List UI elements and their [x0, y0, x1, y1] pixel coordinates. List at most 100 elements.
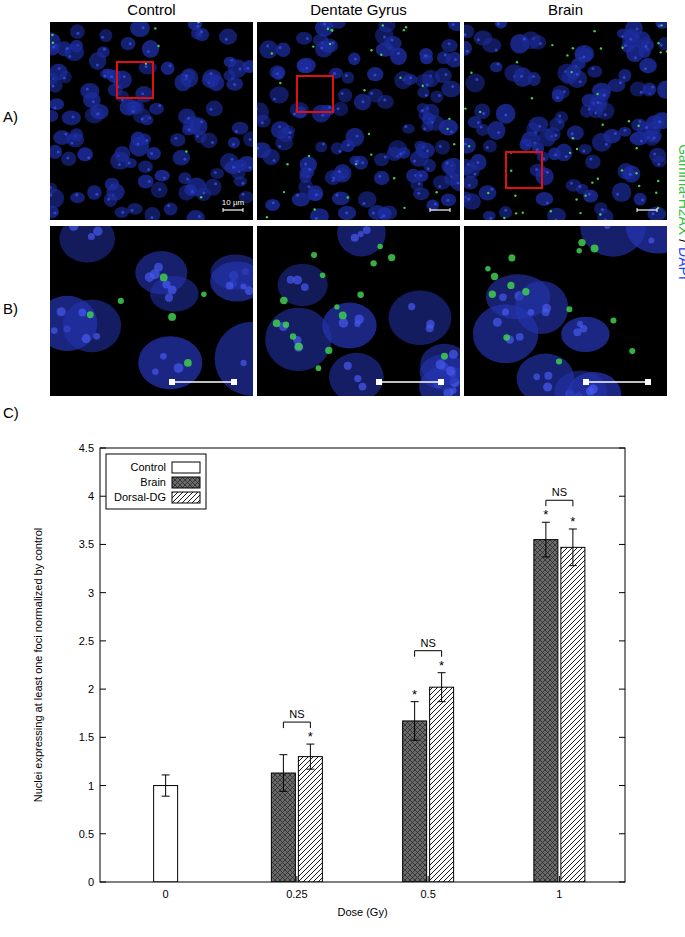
chromocenter [200, 30, 203, 33]
nucleus [315, 41, 333, 58]
chromocenter [306, 37, 309, 40]
chromocenter [95, 193, 98, 196]
chromocenter [345, 211, 348, 214]
chromocenter [582, 55, 585, 58]
chromocenter [107, 198, 110, 201]
chromocenter [446, 161, 449, 164]
nucleus [437, 51, 451, 64]
nucleus [403, 74, 418, 85]
chromocenter [97, 112, 100, 115]
focus [339, 311, 347, 319]
chromocenter [160, 353, 167, 360]
nucleus [495, 22, 507, 29]
chromocenter [210, 108, 213, 111]
focus [330, 29, 332, 31]
scale-bar [586, 381, 648, 383]
nucleus [121, 37, 136, 50]
chromocenter [257, 107, 258, 110]
focus [279, 82, 281, 84]
error-bar [414, 702, 415, 741]
chromocenter [64, 133, 67, 136]
scale-bar-end [430, 208, 431, 212]
nucleus [104, 193, 118, 207]
chromocenter [370, 92, 373, 95]
nucleus [135, 86, 153, 102]
focus [508, 254, 515, 261]
nucleus [228, 137, 240, 148]
chromocenter [482, 112, 485, 115]
chromocenter [373, 73, 376, 76]
nucleus [566, 372, 621, 396]
focus [566, 54, 568, 56]
chromocenter [169, 64, 172, 67]
y-tick [100, 496, 106, 497]
chromocenter [320, 47, 323, 50]
error-bar [441, 673, 442, 702]
nucleus [657, 80, 667, 98]
chromocenter [305, 66, 308, 69]
ns-bracket [415, 651, 442, 657]
scale-bar-end [243, 208, 244, 212]
nucleus [232, 122, 249, 135]
nucleus [334, 164, 352, 182]
bar [403, 721, 427, 882]
focus [660, 51, 662, 53]
focus [403, 207, 405, 209]
nucleus [473, 304, 538, 363]
chromocenter [239, 67, 242, 70]
legend-swatch [172, 492, 200, 503]
chromocenter [87, 156, 90, 159]
chromocenter [359, 383, 367, 391]
focus [393, 177, 395, 179]
nucleus [228, 59, 247, 78]
bar [298, 757, 322, 882]
chromocenter [448, 42, 451, 45]
chromocenter [337, 107, 340, 110]
focus [399, 76, 401, 78]
focus [522, 211, 524, 213]
chromocenter [200, 120, 203, 123]
chromocenter [361, 100, 364, 103]
chromocenter [235, 130, 238, 133]
nucleus [390, 48, 407, 65]
nucleus [417, 103, 430, 113]
nucleus [576, 184, 588, 195]
chromocenter [332, 41, 335, 44]
chromocenter [322, 142, 325, 145]
nucleus [210, 168, 224, 179]
chromocenter [231, 158, 234, 161]
chromocenter [383, 35, 386, 38]
nucleus [529, 35, 546, 50]
y-tick-label: 3.5 [79, 538, 94, 550]
chromocenter [272, 201, 275, 204]
chromocenter [185, 74, 188, 77]
chromocenter [168, 285, 177, 294]
nucleus [490, 62, 503, 73]
nucleus [299, 167, 314, 178]
nucleus [307, 189, 323, 201]
chromocenter [535, 168, 538, 171]
focus [591, 181, 593, 183]
nucleus [349, 156, 361, 166]
chromocenter [486, 146, 489, 149]
chromocenter [103, 48, 106, 51]
focus [313, 208, 315, 210]
chromocenter [554, 134, 557, 137]
nucleus [346, 128, 365, 147]
chromocenter [588, 107, 591, 110]
chromocenter [242, 193, 245, 196]
nucleus [348, 53, 360, 66]
focus [329, 43, 331, 45]
nucleus [448, 22, 460, 31]
significance-star: * [439, 658, 444, 673]
nucleus [120, 99, 139, 116]
nucleus [647, 206, 666, 220]
chromocenter [141, 92, 144, 95]
error-cap [542, 556, 550, 557]
chromocenter [653, 153, 656, 156]
nucleus [499, 206, 512, 218]
significance-star: * [570, 514, 575, 529]
chromocenter [152, 368, 158, 374]
focus [52, 42, 54, 44]
chromocenter [136, 142, 139, 145]
